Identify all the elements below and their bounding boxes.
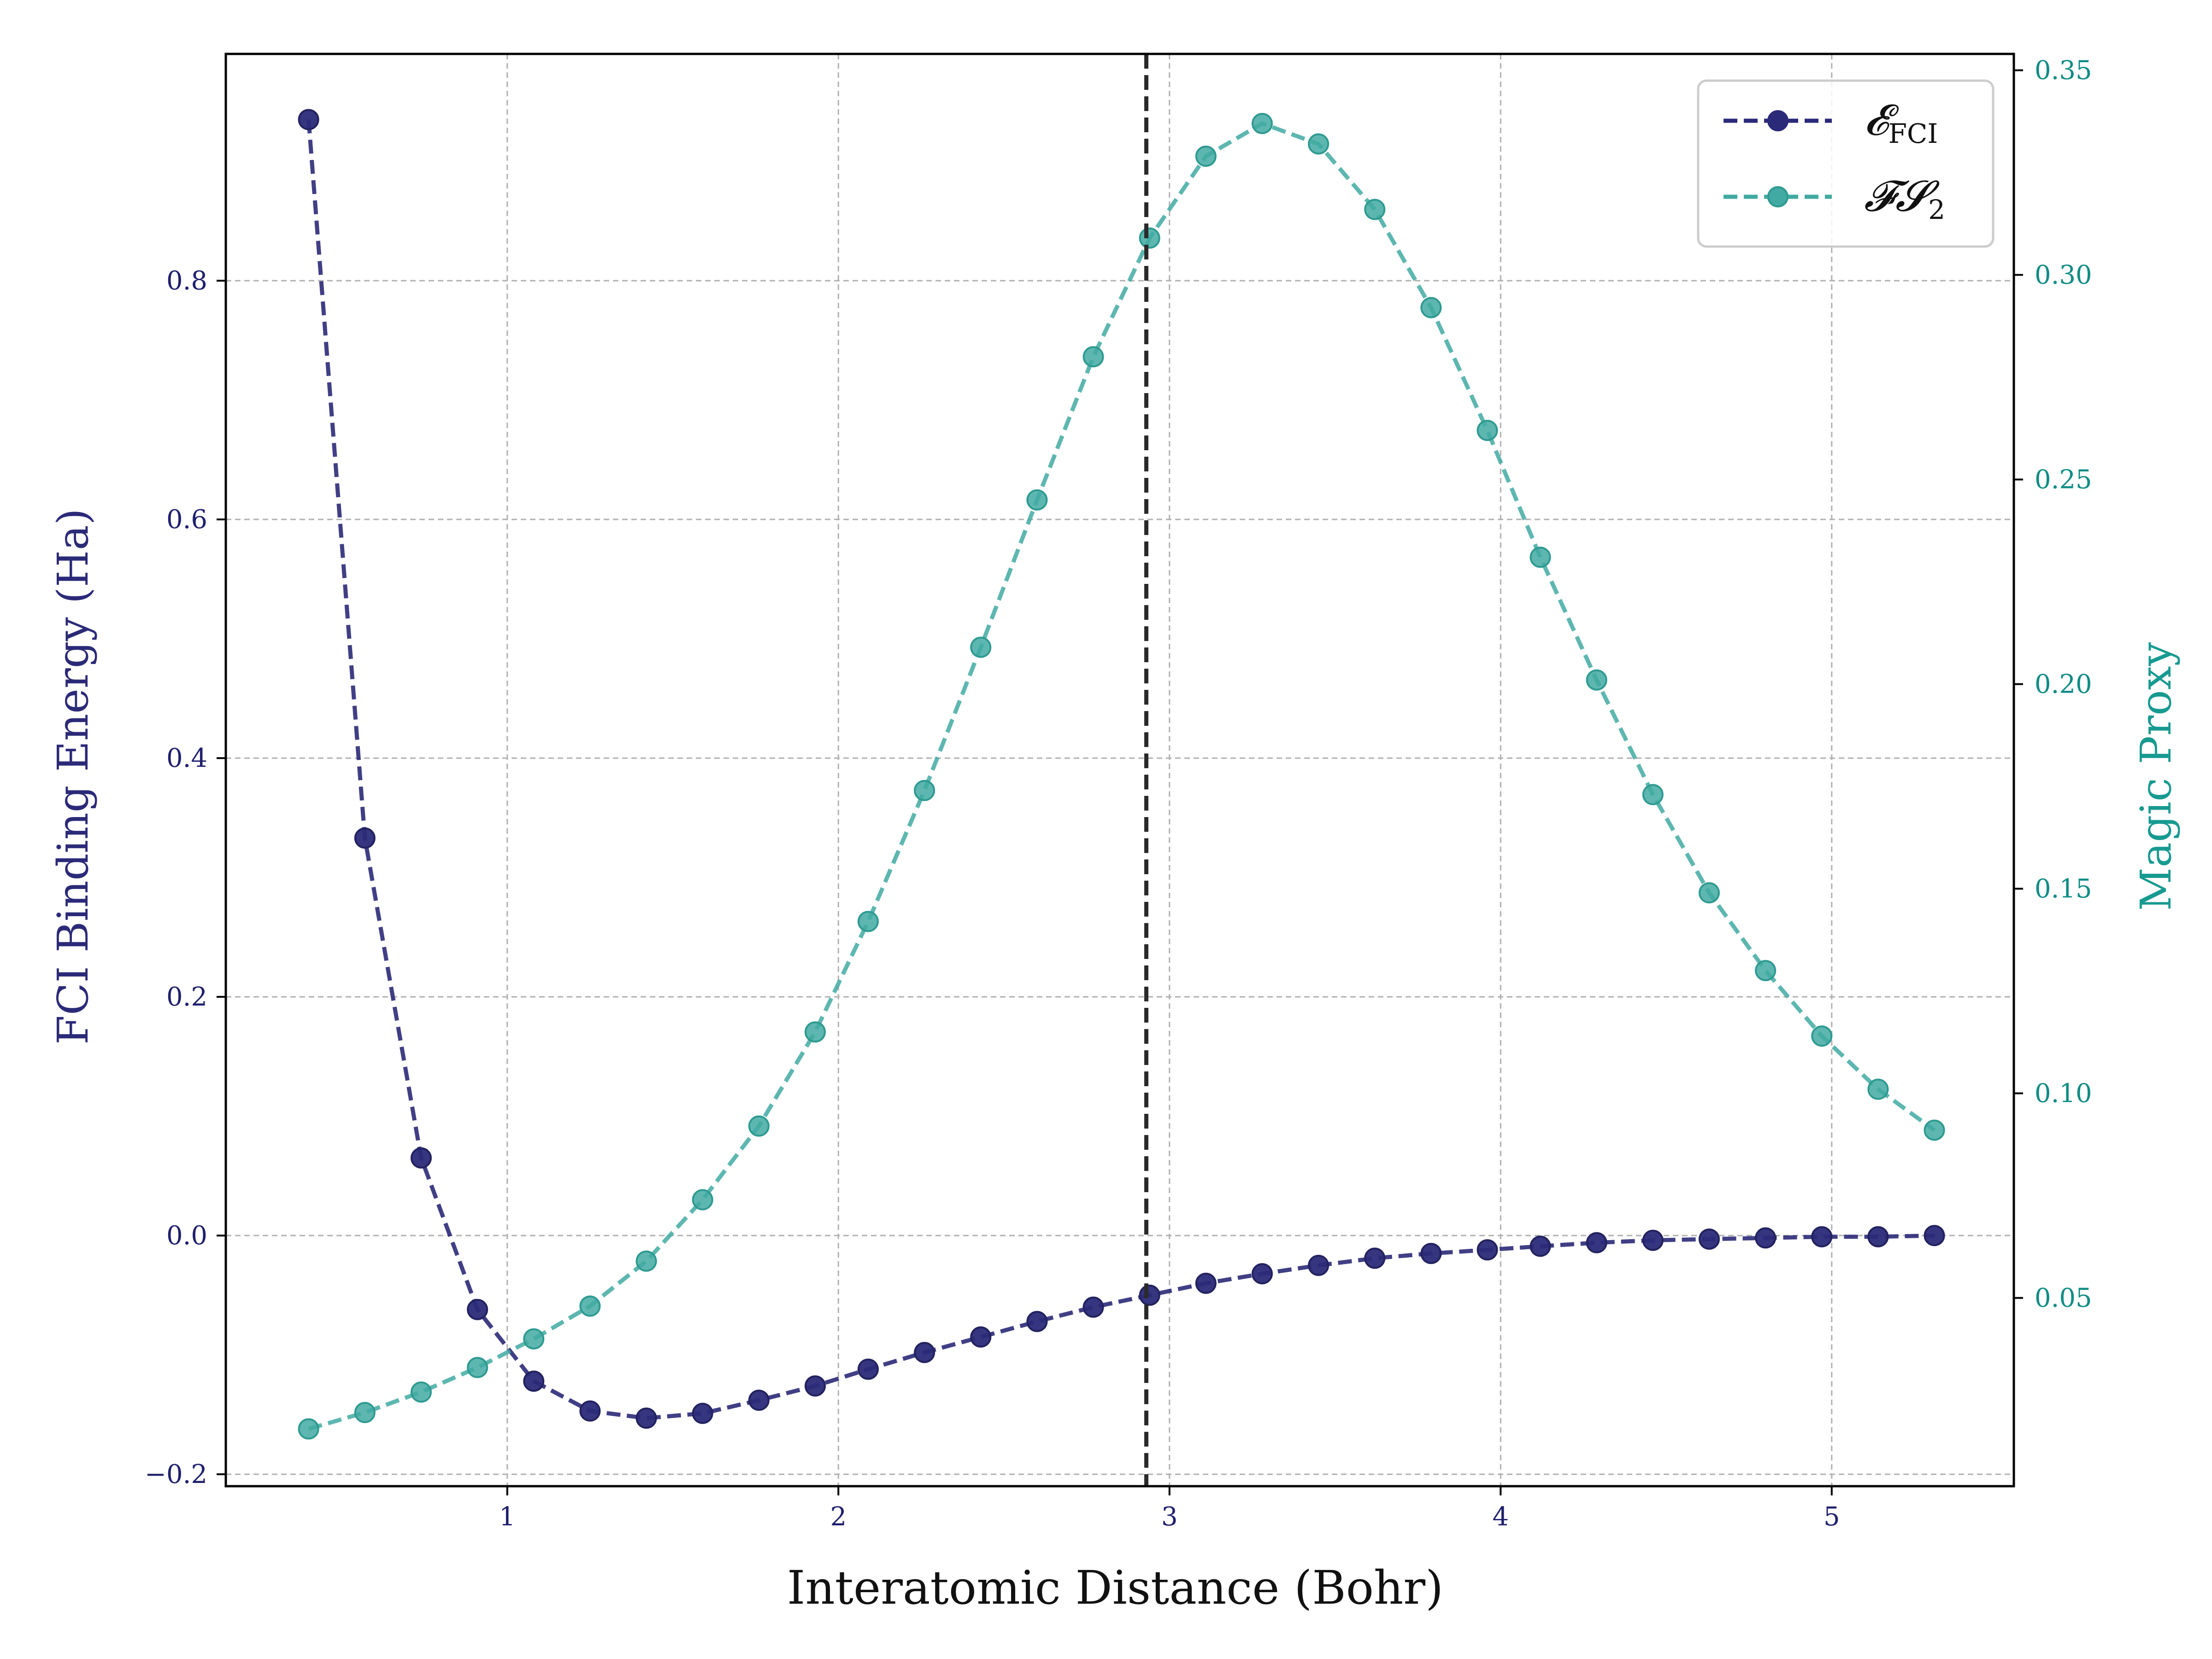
- data-point-fs2: [1642, 784, 1664, 806]
- x-tick-label: 2: [830, 1502, 847, 1532]
- data-point-fs2: [1026, 489, 1048, 511]
- x-tick-label: 4: [1492, 1502, 1509, 1532]
- data-point-efci: [804, 1375, 826, 1397]
- x-tick-label: 1: [499, 1502, 516, 1532]
- data-point-efci: [1139, 1284, 1160, 1306]
- data-point-efci: [1811, 1226, 1833, 1247]
- data-point-fs2: [523, 1328, 545, 1350]
- data-point-fs2: [635, 1250, 657, 1272]
- x-tick-label: 5: [1824, 1502, 1840, 1532]
- data-point-fs2: [1195, 146, 1217, 167]
- legend-box: [1697, 79, 1994, 248]
- data-point-fs2: [354, 1402, 376, 1424]
- data-point-fs2: [298, 1418, 319, 1440]
- y-axis-label-left: FCI Binding Energy (Ha): [48, 508, 98, 1045]
- data-point-efci: [1586, 1232, 1607, 1253]
- x-axis-label: Interatomic Distance (Bohr): [787, 1561, 1443, 1615]
- y-tick-label: 0.0: [166, 1221, 207, 1251]
- data-point-efci: [523, 1371, 545, 1392]
- y-right-tick-label: 0.30: [2035, 260, 2092, 290]
- data-point-fs2: [1924, 1119, 1945, 1141]
- y-tick-label: −0.2: [145, 1459, 207, 1489]
- data-point-fs2: [804, 1021, 826, 1043]
- y-right-tick-label: 0.15: [2035, 874, 2092, 904]
- legend-marker-fs2: [1767, 186, 1788, 207]
- axes: [224, 53, 2015, 1488]
- y-axis-label-right: Magic Proxy: [2131, 642, 2181, 911]
- data-point-fs2: [410, 1381, 432, 1403]
- data-point-efci: [1420, 1242, 1442, 1264]
- y-tick-label: 0.6: [166, 505, 207, 535]
- data-point-efci: [748, 1389, 770, 1411]
- data-point-fs2: [914, 780, 935, 801]
- legend: 𝓔FCI 𝓕𝓢2: [1697, 79, 1994, 248]
- y-right-tick-label: 0.10: [2035, 1079, 2092, 1109]
- data-point-efci: [1924, 1225, 1945, 1247]
- series-line-fs2: [308, 121, 1936, 1431]
- data-point-efci: [914, 1341, 935, 1363]
- data-point-efci: [635, 1407, 657, 1429]
- data-point-efci: [1364, 1247, 1386, 1269]
- data-point-fs2: [1477, 419, 1498, 441]
- y-right-tick-label: 0.35: [2035, 56, 2092, 86]
- data-point-efci: [1530, 1235, 1551, 1257]
- data-point-fs2: [1586, 669, 1607, 691]
- data-point-efci: [970, 1326, 992, 1348]
- data-point-efci: [1195, 1272, 1217, 1294]
- data-point-fs2: [1364, 199, 1386, 220]
- data-point-fs2: [857, 911, 879, 932]
- data-point-efci: [1251, 1263, 1273, 1284]
- y-tick-label: 0.2: [166, 982, 207, 1012]
- data-point-fs2: [748, 1115, 770, 1137]
- data-point-efci: [1308, 1254, 1330, 1276]
- data-point-fs2: [1530, 547, 1551, 568]
- data-point-fs2: [1698, 882, 1720, 904]
- data-point-fs2: [1755, 960, 1777, 982]
- data-point-efci: [1867, 1226, 1889, 1247]
- y-right-tick-label: 0.05: [2035, 1283, 2092, 1313]
- data-point-efci: [467, 1299, 488, 1320]
- data-point-fs2: [1811, 1025, 1833, 1047]
- data-point-efci: [1642, 1230, 1664, 1251]
- data-point-fs2: [1308, 133, 1330, 155]
- legend-label-fs2: 𝓕𝓢2: [1864, 171, 1945, 225]
- data-point-fs2: [1420, 297, 1442, 318]
- data-point-efci: [1755, 1227, 1777, 1249]
- data-point-efci: [298, 109, 319, 130]
- data-point-efci: [1082, 1296, 1104, 1318]
- data-point-efci: [1698, 1228, 1720, 1250]
- plot-frame: [224, 53, 2015, 1488]
- y-tick-label: 0.8: [166, 266, 207, 296]
- y-right-tick-label: 0.25: [2035, 465, 2092, 495]
- data-point-efci: [579, 1400, 601, 1422]
- data-point-efci: [410, 1147, 432, 1169]
- data-point-efci: [857, 1359, 879, 1380]
- data-point-fs2: [692, 1189, 713, 1211]
- y-right-tick-label: 0.20: [2035, 670, 2092, 700]
- data-point-efci: [354, 827, 376, 849]
- data-point-fs2: [1867, 1078, 1889, 1100]
- data-point-efci: [1026, 1311, 1048, 1332]
- data-point-fs2: [1139, 227, 1160, 249]
- legend-marker-efci: [1767, 110, 1788, 131]
- data-point-fs2: [1251, 112, 1273, 134]
- tick-layer: 1 2 3 4 5 −0.2 0.0 0.2 0.4 0.6 0.8 0.05 0.10 0.15 0.20…: [145, 56, 2092, 1532]
- data-point-fs2: [467, 1357, 488, 1378]
- data-point-fs2: [1082, 346, 1104, 368]
- x-tick-label: 3: [1161, 1502, 1178, 1532]
- data-point-efci: [1477, 1239, 1498, 1261]
- data-point-fs2: [579, 1295, 601, 1317]
- y-tick-label: 0.4: [166, 743, 207, 773]
- data-point-efci: [692, 1403, 713, 1424]
- series-layer: [298, 109, 1945, 1440]
- data-point-fs2: [970, 636, 992, 658]
